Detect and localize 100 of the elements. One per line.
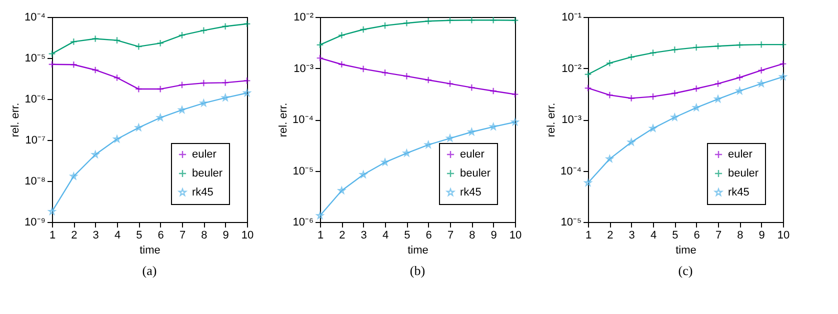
point <box>758 40 766 48</box>
point <box>468 16 476 24</box>
x-tick-label: 1 <box>317 230 324 242</box>
point <box>402 19 410 27</box>
point <box>468 128 476 136</box>
legend-label: rk45 <box>728 186 750 198</box>
legend-label: beuler <box>192 168 223 180</box>
x-tick-label: 7 <box>447 230 454 242</box>
point <box>360 170 367 178</box>
x-tick-label: 7 <box>715 230 722 242</box>
point <box>178 106 186 114</box>
point <box>222 78 230 86</box>
legend-label: rk45 <box>192 186 214 198</box>
point <box>628 53 636 61</box>
point <box>92 34 100 42</box>
point <box>714 80 722 88</box>
point <box>714 42 722 50</box>
point <box>736 74 744 82</box>
point <box>736 41 744 49</box>
x-tick-label: 4 <box>650 230 657 242</box>
y-axis-title: rel. err. <box>278 102 290 138</box>
point <box>338 60 346 68</box>
x-tick-label: 10 <box>777 230 790 242</box>
point <box>670 90 678 98</box>
point <box>156 39 164 47</box>
point <box>200 99 208 106</box>
point <box>113 36 121 44</box>
point <box>671 114 678 121</box>
point <box>316 212 324 219</box>
point <box>649 124 657 132</box>
y-tick-label: 10⁻⁵ <box>560 216 582 228</box>
point <box>48 208 56 215</box>
legend-label: beuler <box>728 168 759 180</box>
point <box>490 123 497 130</box>
point <box>758 66 766 74</box>
x-tick-label: 1 <box>585 230 592 242</box>
legend-label: euler <box>728 148 753 160</box>
point <box>156 85 164 93</box>
x-tick-label: 9 <box>758 230 765 242</box>
y-tick-label: 10⁻⁴ <box>24 12 46 24</box>
point <box>178 81 186 89</box>
point <box>200 79 208 87</box>
legend-label: beuler <box>460 168 491 180</box>
point <box>70 60 78 68</box>
x-axis-title: time <box>676 244 696 256</box>
y-tick-label: 10⁻⁸ <box>24 176 46 188</box>
point <box>779 73 787 80</box>
x-tick-label: 3 <box>92 230 99 242</box>
y-axis-title: rel. err. <box>10 102 22 138</box>
x-tick-label: 2 <box>607 230 614 242</box>
point <box>606 59 614 67</box>
y-tick-label: 10⁻⁵ <box>292 165 314 178</box>
point <box>402 72 410 80</box>
point <box>92 66 100 74</box>
point <box>134 42 142 50</box>
point <box>381 68 389 76</box>
point <box>758 80 765 87</box>
y-tick-label: 10⁻⁶ <box>24 94 46 106</box>
point <box>736 87 744 94</box>
x-tick-label: 8 <box>469 230 476 242</box>
x-tick-label: 8 <box>737 230 744 242</box>
x-tick-label: 3 <box>628 230 635 242</box>
point <box>360 26 368 34</box>
point <box>243 89 251 96</box>
y-tick-label: 10⁻⁶ <box>292 216 314 228</box>
x-tick-label: 5 <box>672 230 678 242</box>
point <box>692 44 700 52</box>
point <box>113 74 121 82</box>
point <box>670 46 678 54</box>
x-axis-title: time <box>408 244 428 256</box>
point <box>92 150 99 158</box>
x-tick-label: 6 <box>426 230 432 242</box>
y-tick-label: 10⁻⁷ <box>25 134 46 146</box>
x-tick-label: 3 <box>360 230 367 242</box>
point <box>360 65 368 73</box>
point <box>338 186 346 194</box>
x-tick-label: 2 <box>71 230 78 242</box>
y-tick-label: 10⁻⁴ <box>560 165 582 178</box>
x-tick-label: 2 <box>339 230 346 242</box>
text: (c) <box>678 263 693 278</box>
x-tick-label: 10 <box>241 230 254 242</box>
y-tick-label: 10⁻⁹ <box>24 216 46 228</box>
point <box>178 31 186 39</box>
x-tick-label: 10 <box>509 230 522 242</box>
point <box>424 76 432 84</box>
x-tick-label: 5 <box>136 230 142 242</box>
point <box>468 84 476 92</box>
point <box>606 91 614 99</box>
point <box>424 141 432 148</box>
y-tick-label: 10⁻³ <box>562 114 582 126</box>
point <box>381 158 389 166</box>
point <box>381 22 389 30</box>
x-tick-label: 8 <box>201 230 208 242</box>
text: (b) <box>410 263 426 278</box>
point <box>156 114 164 121</box>
y-tick-label: 10⁻⁴ <box>292 114 314 126</box>
y-tick-label: 10⁻¹ <box>562 12 582 24</box>
text: (a) <box>142 263 157 278</box>
point <box>446 80 454 88</box>
point <box>446 16 454 24</box>
